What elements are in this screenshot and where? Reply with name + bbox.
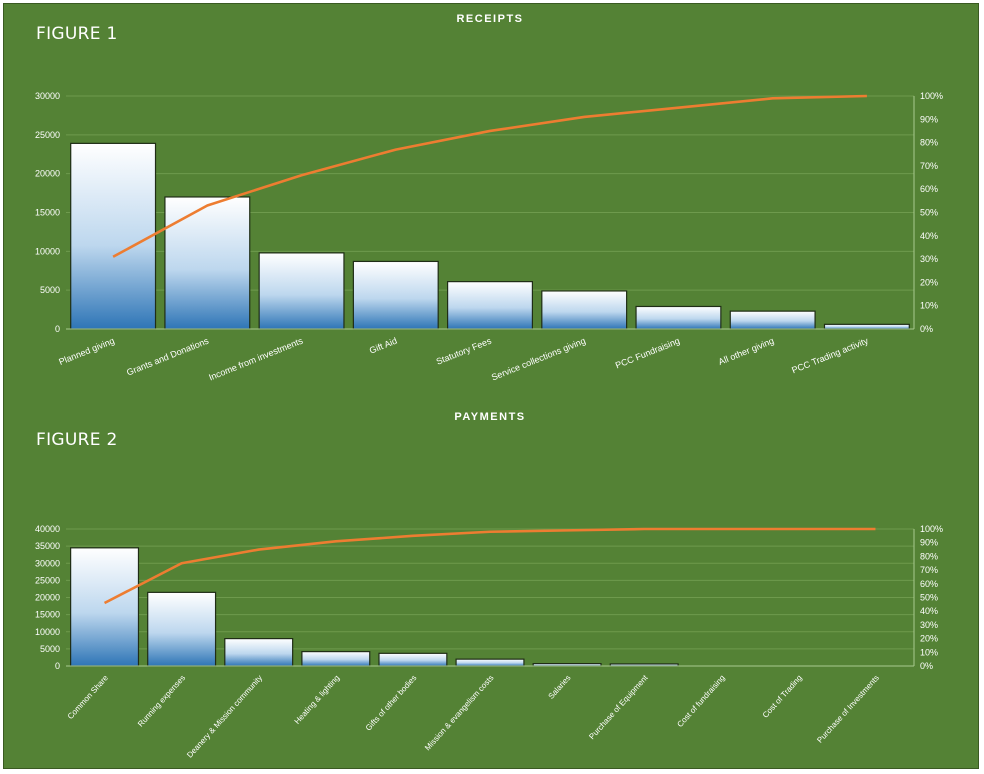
figure-2-label: FIGURE 2 — [36, 430, 118, 450]
bar — [447, 281, 534, 330]
x-tick-label: Gift Aid — [368, 336, 399, 356]
y-tick-label: 30000 — [35, 91, 60, 101]
y2-tick-label: 80% — [920, 551, 938, 561]
y-tick-label: 25000 — [35, 130, 60, 140]
figure-1-label: FIGURE 1 — [36, 24, 118, 44]
y2-tick-label: 100% — [920, 91, 943, 101]
x-tick-label: Gifts of other bodies — [364, 673, 419, 732]
x-tick-label: Statutory Fees — [435, 335, 493, 366]
x-tick-label: Mission & evangelism costs — [423, 673, 495, 752]
y2-tick-label: 20% — [920, 634, 938, 644]
x-tick-label: Running expenses — [136, 673, 187, 728]
y-tick-label: 20000 — [35, 169, 60, 179]
receipts-chart: RECEIPTS 0 5000 10000 15000 20000 25000 30000 0%… — [35, 13, 943, 383]
payments-chart: PAYMENTS 0 5000 10000 15000 20000 25000 30000 35… — [35, 411, 943, 760]
y-tick-label: 0 — [55, 324, 60, 334]
y2-tick-label: 10% — [920, 301, 938, 311]
y2-tick-label: 10% — [920, 647, 938, 657]
y2-tick-label: 50% — [920, 208, 938, 218]
x-tick-label: PCC Trading activity — [790, 335, 870, 375]
y2-tick-label: 40% — [920, 231, 938, 241]
x-tick-label: PCC Fundraising — [614, 336, 681, 371]
bar — [729, 310, 816, 330]
bar — [352, 260, 439, 330]
x-tick-label: Purchase of Equipment — [587, 673, 650, 741]
y2-tick-label: 30% — [920, 254, 938, 264]
cumulative-line — [103, 527, 876, 605]
x-tick-label: Service collections giving — [490, 336, 587, 383]
y2-tick-label: 0% — [920, 324, 933, 334]
y2-tick-label: 70% — [920, 565, 938, 575]
y-tick-label: 20000 — [35, 593, 60, 603]
y2-tick-label: 60% — [920, 579, 938, 589]
bar — [147, 591, 217, 667]
y2-tick-label: 90% — [920, 114, 938, 124]
y-tick-label: 30000 — [35, 558, 60, 568]
y2-tick-label: 30% — [920, 620, 938, 630]
y2-tick-label: 50% — [920, 593, 938, 603]
y-tick-label: 5000 — [40, 644, 60, 654]
y-tick-label: 10000 — [35, 246, 60, 256]
x-tick-label: Cost of Trading — [761, 673, 804, 719]
y2-tick-label: 20% — [920, 277, 938, 287]
chart-title: RECEIPTS — [456, 13, 523, 25]
y2-tick-label: 60% — [920, 184, 938, 194]
chart-canvas: FIGURE 1 FIGURE 2 RECEIPTS 0 5000 10000 1500… — [3, 3, 979, 769]
x-tick-label: Common Share — [66, 673, 111, 721]
y2-tick-label: 70% — [920, 161, 938, 171]
x-tick-label: Deanery & Mission community — [185, 673, 264, 759]
bar — [70, 142, 157, 330]
bar — [378, 652, 448, 667]
y-tick-label: 15000 — [35, 610, 60, 620]
x-tick-label: Planned giving — [57, 336, 115, 367]
chart-title: PAYMENTS — [454, 411, 525, 423]
y-tick-label: 5000 — [40, 285, 60, 295]
bar — [455, 658, 525, 667]
bar — [258, 252, 345, 330]
pareto-charts: RECEIPTS 0 5000 10000 15000 20000 25000 30000 0%… — [35, 13, 943, 760]
y-tick-label: 35000 — [35, 541, 60, 551]
y-tick-label: 10000 — [35, 627, 60, 637]
bar — [635, 305, 722, 330]
bar — [224, 637, 294, 667]
x-tick-label: Salaries — [547, 673, 573, 701]
y-tick-label: 15000 — [35, 208, 60, 218]
bar — [164, 196, 251, 330]
bar — [70, 547, 140, 667]
y-tick-label: 25000 — [35, 575, 60, 585]
y2-tick-label: 80% — [920, 138, 938, 148]
x-tick-label: Cost of fundraising — [675, 673, 726, 729]
y2-tick-label: 40% — [920, 606, 938, 616]
bar — [541, 290, 628, 330]
y2-tick-label: 90% — [920, 538, 938, 548]
x-tick-label: Purchase of Investments — [815, 673, 881, 744]
y-tick-label: 40000 — [35, 524, 60, 534]
x-tick-label: Income from investments — [207, 335, 304, 382]
x-tick-label: Heating & lighting — [293, 673, 342, 726]
x-tick-label: All other giving — [717, 336, 775, 367]
y-tick-label: 0 — [55, 661, 60, 671]
y2-tick-label: 100% — [920, 524, 943, 534]
x-tick-label: Grants and Donations — [125, 335, 210, 377]
bar — [301, 651, 371, 667]
bar — [823, 323, 910, 330]
y2-tick-label: 0% — [920, 661, 933, 671]
